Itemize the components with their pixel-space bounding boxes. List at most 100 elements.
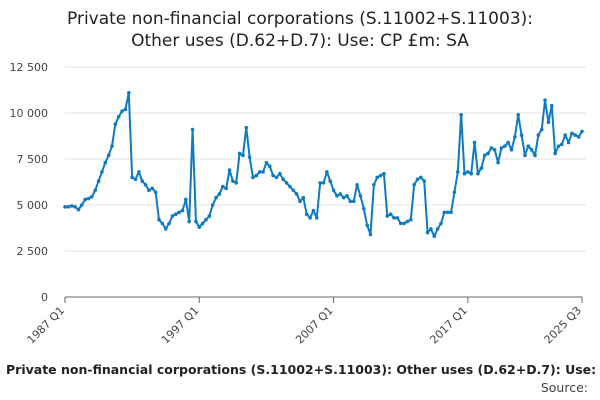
data-point (79, 203, 84, 207)
data-point (298, 199, 302, 204)
data-point (204, 217, 208, 222)
data-point (83, 197, 87, 202)
data-point (123, 107, 128, 112)
data-point (304, 212, 309, 216)
x-tick-label: 2017 Q1 (427, 304, 470, 347)
data-point (455, 170, 460, 174)
data-point (392, 216, 396, 220)
data-point (66, 205, 71, 209)
data-point (157, 217, 161, 222)
data-point (261, 170, 265, 174)
data-point (341, 195, 346, 200)
data-point (523, 153, 527, 158)
data-point (536, 133, 541, 137)
data-point (351, 199, 356, 204)
data-point (69, 204, 74, 208)
y-tick-label: 10 000 (10, 107, 49, 120)
data-point (177, 210, 181, 215)
data-point (133, 177, 138, 182)
data-point (143, 182, 148, 187)
data-point (170, 214, 175, 218)
data-point (516, 113, 521, 117)
data-point (140, 179, 145, 183)
data-point (106, 153, 111, 158)
data-point (563, 133, 568, 137)
data-point (429, 227, 433, 231)
data-point (452, 190, 457, 194)
data-point (509, 148, 514, 152)
data-point (415, 177, 420, 182)
data-point (281, 177, 286, 182)
data-point (110, 144, 114, 148)
data-point (422, 179, 427, 183)
data-point (519, 133, 524, 137)
x-tick-label: 2007 Q1 (293, 304, 336, 347)
data-point (573, 133, 578, 137)
data-point (449, 210, 453, 215)
data-point (241, 153, 245, 158)
data-point (445, 210, 450, 215)
data-point (361, 206, 366, 211)
data-point (288, 184, 292, 189)
data-point (113, 122, 118, 126)
data-point (271, 173, 275, 178)
data-point (419, 175, 423, 180)
data-point (150, 186, 155, 191)
data-point (412, 182, 416, 187)
y-tick-label: 12 500 (10, 61, 49, 74)
data-point (469, 171, 474, 176)
data-point (274, 175, 279, 180)
data-point (442, 210, 447, 215)
data-point (244, 125, 249, 130)
data-point (224, 186, 228, 191)
data-point (479, 166, 484, 170)
data-point (318, 181, 322, 185)
chart-title-line-2: Other uses (D.62+D.7): Use: CP £m: SA (131, 31, 469, 51)
data-point (432, 234, 437, 239)
data-point (264, 160, 269, 165)
data-point (284, 181, 289, 185)
data-point (388, 212, 393, 216)
data-point (210, 203, 215, 207)
data-point (365, 223, 369, 228)
data-point (482, 153, 487, 158)
data-point (435, 227, 440, 231)
data-point (372, 182, 376, 187)
data-point (126, 90, 131, 95)
data-point (570, 131, 574, 136)
y-axis-ticks: 0 2 500 5 000 7 500 10 000 12 500 (10, 61, 49, 304)
data-point (147, 188, 151, 193)
data-point (180, 208, 185, 213)
data-point (489, 146, 494, 150)
data-point (486, 151, 490, 156)
data-point (167, 221, 171, 226)
data-point (234, 181, 239, 185)
data-point (560, 142, 564, 147)
data-point (368, 232, 373, 237)
data-point (301, 195, 306, 200)
data-point (462, 171, 467, 176)
data-point (331, 188, 336, 193)
data-point (63, 205, 67, 209)
data-point (291, 188, 296, 193)
data-point (321, 181, 326, 185)
legend-label: Private non-financial corporations (S.11… (6, 362, 600, 377)
data-point (556, 144, 561, 148)
data-point (267, 164, 272, 169)
data-point (137, 170, 141, 174)
data-point (247, 155, 252, 159)
data-point (375, 175, 380, 180)
x-axis: 1987 Q1 1997 Q1 2007 Q1 2017 Q1 2025 Q3 (25, 296, 584, 347)
data-point (187, 219, 192, 224)
data-point (529, 148, 534, 152)
data-point (257, 170, 262, 174)
y-tick-label: 7 500 (17, 153, 49, 166)
data-point (345, 194, 349, 198)
chart-title-line-1: Private non-financial corporations (S.11… (67, 9, 533, 29)
data-point (566, 140, 571, 145)
data-point (76, 207, 81, 212)
chart-title: Private non-financial corporations (S.11… (0, 8, 600, 52)
data-point (405, 219, 410, 224)
x-tick-label: 1987 Q1 (25, 304, 68, 347)
data-point (325, 170, 329, 174)
